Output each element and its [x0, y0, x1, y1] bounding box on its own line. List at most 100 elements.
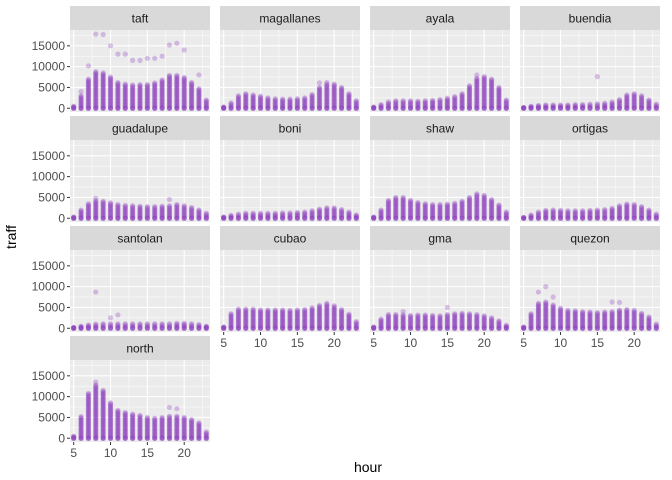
data-point: [152, 208, 158, 214]
data-point: [243, 95, 249, 101]
data-point: [181, 203, 187, 209]
data-point: [415, 199, 421, 206]
data-point: [130, 88, 136, 94]
data-point: [159, 101, 165, 107]
data-point: [459, 94, 465, 100]
data-point: [152, 97, 158, 103]
data-point: [316, 99, 323, 105]
data-point: [316, 84, 323, 91]
data-point: [324, 81, 330, 87]
data-point: [188, 100, 195, 106]
data-point: [459, 96, 465, 102]
data-point: [324, 99, 330, 105]
data-point: [557, 105, 564, 111]
data-point: [93, 74, 99, 80]
data-point: [130, 101, 136, 107]
data-point: [407, 197, 414, 203]
data-point: [93, 82, 99, 88]
data-point: [481, 83, 487, 89]
data-point: [166, 80, 173, 87]
data-point: [331, 93, 337, 99]
data-point: [166, 85, 173, 91]
data-point: [93, 208, 99, 214]
data-point: [85, 203, 92, 209]
data-point: [181, 91, 187, 97]
data-point: [496, 94, 502, 100]
data-point: [115, 91, 121, 97]
data-point: [528, 215, 534, 221]
data-point: [93, 95, 99, 101]
data-point: [594, 325, 600, 331]
data-point: [181, 89, 187, 95]
data-point-outlier: [144, 55, 150, 61]
data-point: [316, 97, 323, 103]
data-point: [257, 307, 264, 313]
data-point: [159, 94, 165, 100]
data-point: [93, 73, 99, 79]
data-point: [107, 76, 114, 82]
data-point: [159, 85, 165, 91]
data-point: [488, 91, 495, 97]
data-point: [166, 84, 173, 90]
y-tick-label: 0: [58, 431, 65, 445]
data-point: [624, 95, 630, 101]
data-point: [474, 96, 480, 102]
data-point: [159, 96, 165, 102]
data-point: [481, 81, 487, 87]
data-point: [203, 325, 209, 331]
data-point: [107, 97, 114, 103]
data-point: [166, 91, 173, 97]
data-point: [228, 215, 234, 221]
data-point: [488, 98, 495, 104]
data-point: [437, 98, 443, 104]
data-point: [488, 94, 495, 100]
data-point: [100, 198, 106, 204]
data-point: [107, 201, 114, 207]
data-point: [496, 215, 502, 221]
data-point: [181, 414, 187, 421]
data-point: [181, 99, 187, 105]
data-point: [580, 208, 586, 214]
data-point: [415, 100, 421, 106]
data-point: [481, 78, 487, 84]
data-point: [137, 99, 143, 105]
data-point: [130, 96, 136, 102]
data-point: [631, 325, 637, 331]
data-point: [85, 206, 92, 212]
data-point: [503, 99, 509, 105]
data-point: [166, 100, 173, 106]
data-point: [159, 210, 165, 216]
data-point: [466, 88, 473, 94]
data-point: [166, 413, 173, 419]
data-point: [594, 105, 600, 111]
data-point: [159, 105, 165, 111]
data-point: [152, 415, 158, 421]
data-point: [100, 208, 106, 214]
data-point: [353, 100, 359, 106]
data-point-outlier: [107, 43, 114, 49]
data-point: [587, 105, 593, 111]
data-point: [181, 87, 187, 93]
data-point: [122, 97, 128, 103]
data-point: [474, 90, 480, 96]
data-point: [257, 96, 264, 102]
data-point: [638, 100, 645, 106]
data-point: [302, 98, 308, 104]
data-point: [474, 91, 480, 97]
data-point: [587, 215, 593, 221]
data-point: [459, 97, 465, 103]
data-point: [444, 95, 450, 101]
data-point: [85, 76, 92, 82]
data-point: [93, 92, 99, 98]
data-point: [503, 98, 509, 104]
data-point: [100, 92, 106, 98]
data-point: [122, 89, 128, 96]
data-point: [166, 92, 173, 98]
data-point: [466, 85, 473, 91]
data-point: [646, 314, 652, 320]
y-tick-label: 10000: [32, 280, 66, 294]
data-point: [324, 90, 330, 97]
data-point: [122, 88, 128, 95]
data-point: [378, 207, 384, 213]
